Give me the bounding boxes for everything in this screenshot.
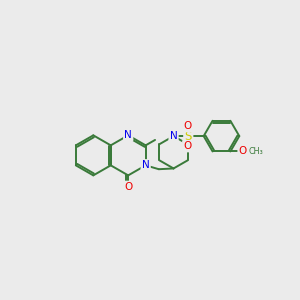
Text: O: O: [183, 141, 192, 151]
Text: O: O: [124, 182, 132, 192]
Text: O: O: [183, 121, 192, 131]
Text: N: N: [142, 160, 149, 170]
Text: O: O: [239, 146, 247, 156]
Text: N: N: [124, 130, 132, 140]
Text: N: N: [170, 131, 177, 141]
Text: CH₃: CH₃: [249, 147, 264, 156]
Text: S: S: [184, 130, 192, 142]
